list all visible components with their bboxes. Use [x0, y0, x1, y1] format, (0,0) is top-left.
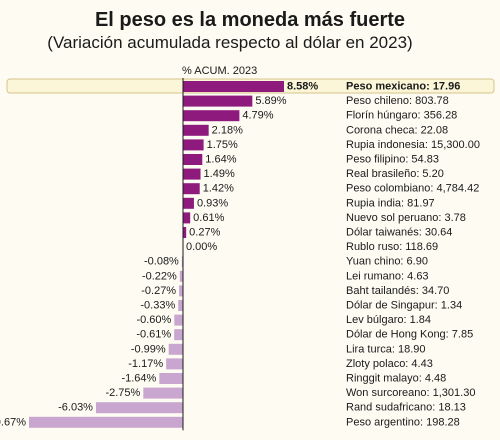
bar [183, 110, 240, 122]
category-label: Dólar de Singapur: 1.34 [346, 300, 462, 312]
bar [95, 402, 183, 414]
category-label: Corona checa: 22.08 [346, 124, 448, 136]
value-label: -0.22% [142, 270, 177, 282]
bar [166, 358, 183, 370]
value-label: 1.75% [207, 139, 238, 151]
value-label: 0.93% [197, 197, 228, 209]
category-label: Peso argentino: 198.28 [346, 416, 460, 428]
category-label: Dólar taiwanés: 30.64 [346, 227, 452, 239]
category-label: Lei rumano: 4.63 [346, 270, 429, 282]
bar [29, 416, 183, 428]
bar [179, 270, 183, 282]
value-label: -1.17% [128, 358, 163, 370]
value-label: 1.64% [205, 154, 236, 166]
value-label: 2.18% [212, 124, 243, 136]
value-label: 4.79% [242, 110, 273, 122]
value-label: -0.61% [136, 329, 171, 341]
value-label: 1.49% [204, 168, 235, 180]
category-label: Baht tailandés: 34.70 [346, 285, 449, 297]
bar [183, 212, 191, 224]
value-label: -1.64% [121, 373, 156, 385]
value-label: 8.58% [287, 81, 318, 93]
bar [183, 227, 187, 238]
bar [183, 81, 284, 92]
category-label: Dólar de Hong Kong: 7.85 [346, 329, 473, 341]
category-label: Rand sudafricano: 18.13 [346, 402, 466, 414]
bar [179, 285, 183, 297]
value-label: 1.42% [203, 183, 234, 195]
category-label: Rupia india: 81.97 [346, 197, 435, 209]
value-label: 0.61% [193, 212, 224, 224]
value-label: 0.27% [189, 227, 220, 239]
value-label: 5.89% [255, 95, 286, 107]
bar [183, 197, 194, 209]
bar [181, 256, 183, 268]
bars-group: 8.58% Peso mexicano: 17.96 5.89% Peso chile… [0, 81, 480, 429]
category-label: Won surcoreano: 1,301.30 [346, 387, 475, 399]
axis-title: % ACUM. 2023 [182, 65, 257, 77]
value-label: -10.67% [0, 416, 26, 428]
bar [174, 314, 183, 326]
category-label: Nuevo sol peruano: 3.78 [346, 212, 466, 224]
category-label: Yuan chino: 6.90 [346, 256, 428, 268]
bar [183, 154, 203, 165]
bar [183, 124, 209, 136]
category-label: Peso chileno: 803.78 [346, 95, 449, 107]
value-label: -0.08% [144, 256, 179, 268]
category-label: Lira turca: 18.90 [346, 343, 426, 355]
bar [183, 183, 200, 195]
value-label: -0.99% [131, 343, 166, 355]
chart-subtitle: (Variación acumulada respecto al dólar e… [47, 33, 412, 52]
bar [168, 343, 183, 355]
value-label: 0.00% [186, 241, 217, 253]
value-label: -0.33% [140, 300, 175, 312]
category-label: Lev búlgaro: 1.84 [346, 314, 431, 326]
bar [178, 300, 183, 311]
category-label: Zloty polaco: 4.43 [346, 358, 433, 370]
value-label: -6.03% [58, 402, 93, 414]
category-label: Real brasileño: 5.20 [346, 168, 444, 180]
category-label: Peso colombiano: 4,784.42 [346, 183, 479, 195]
chart-title: El peso es la moneda más fuerte [95, 9, 405, 31]
bar [174, 329, 183, 341]
value-label: -0.60% [136, 314, 171, 326]
bar [183, 95, 253, 107]
bar [183, 168, 201, 180]
category-label: Ringgit malayo: 4.48 [346, 373, 446, 385]
category-label: Peso mexicano: 17.96 [346, 81, 460, 93]
value-label: -2.75% [105, 387, 140, 399]
bar [183, 139, 204, 151]
category-label: Rupia indonesia: 15,300.00 [346, 139, 480, 151]
bar [143, 387, 183, 399]
value-label: -0.27% [141, 285, 176, 297]
bar [159, 373, 183, 384]
category-label: Peso filipino: 54.83 [346, 154, 439, 166]
category-label: Florín húngaro: 356.28 [346, 110, 457, 122]
category-label: Rublo ruso: 118.69 [346, 241, 438, 253]
